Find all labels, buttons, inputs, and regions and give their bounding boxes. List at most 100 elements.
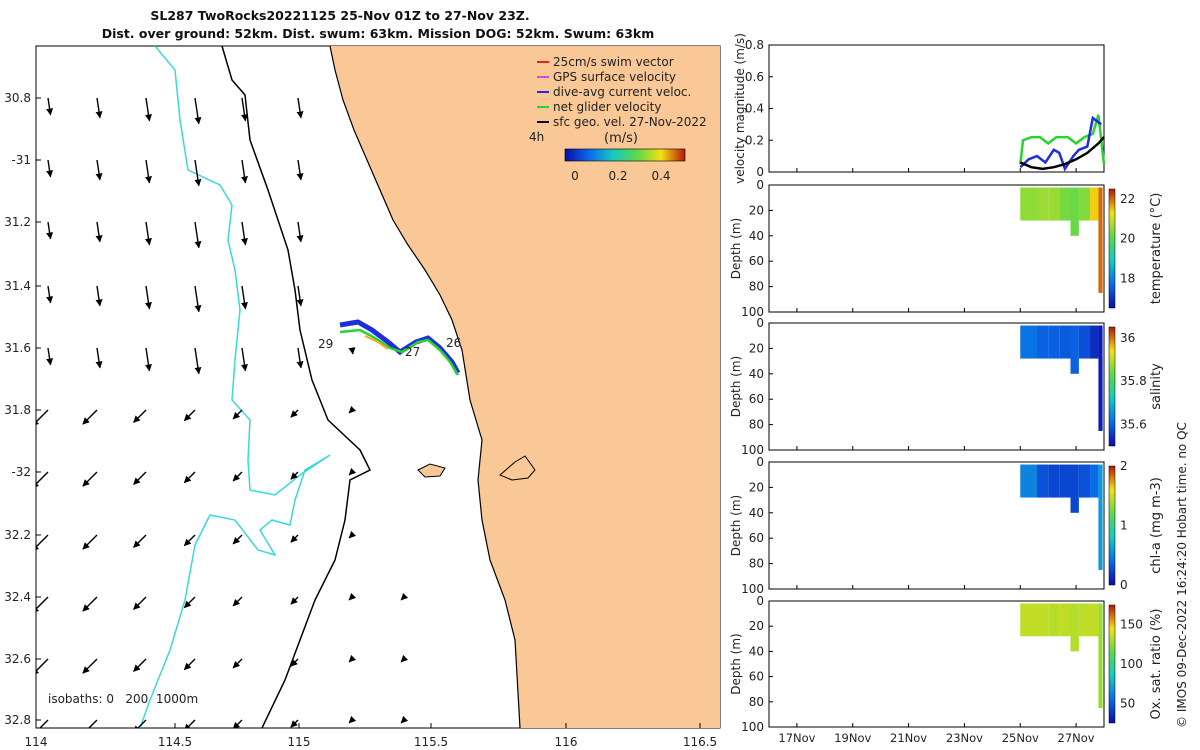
vel-y-tick-label: 0.2 bbox=[745, 133, 764, 147]
geostrophic-velocity-arrow bbox=[194, 221, 202, 249]
depth-tick-label: 40 bbox=[749, 506, 764, 520]
colorbar-tick-label: 150 bbox=[1120, 618, 1143, 632]
profile-cell bbox=[1090, 603, 1099, 637]
legend-label-swim: 25cm/s swim vector bbox=[553, 55, 674, 69]
colorbar-label: Ox. sat. ratio (%) bbox=[1149, 609, 1164, 720]
geostrophic-velocity-arrow bbox=[194, 347, 202, 375]
colorbar-label: salinity bbox=[1149, 363, 1164, 410]
vel-y-tick-label: 0 bbox=[756, 165, 764, 179]
velocity-series-1 bbox=[1019, 115, 1102, 172]
depth-tick-label: 100 bbox=[741, 443, 764, 457]
map-y-tick-label: 31.8 bbox=[4, 403, 31, 417]
depth-tick-label: 20 bbox=[749, 619, 764, 633]
profile-cell bbox=[1048, 325, 1060, 359]
geostrophic-velocity-arrow bbox=[194, 97, 202, 125]
profile-cell bbox=[1048, 464, 1060, 498]
geostrophic-velocity-arrow bbox=[133, 409, 147, 423]
geostrophic-velocity-arrow bbox=[145, 159, 152, 184]
panel-colorbar bbox=[1108, 465, 1116, 586]
profile-cell bbox=[1070, 187, 1079, 236]
geostrophic-velocity-arrow bbox=[241, 347, 248, 372]
geostrophic-velocity-arrow bbox=[46, 97, 54, 116]
geostrophic-velocity-arrow bbox=[82, 471, 98, 487]
profile-cell bbox=[1020, 187, 1037, 221]
panel-colorbar bbox=[1108, 604, 1116, 724]
coastline bbox=[329, 46, 521, 728]
geostrophic-velocity-arrow bbox=[183, 471, 196, 484]
geostrophic-velocity-arrow bbox=[95, 221, 103, 243]
profile-cell bbox=[1059, 325, 1071, 359]
panel-colorbar bbox=[1108, 188, 1116, 309]
vel-y-tick-label: 0.4 bbox=[745, 102, 764, 116]
geostrophic-velocity-arrow bbox=[145, 221, 152, 246]
depth-tick-label: 100 bbox=[741, 720, 764, 734]
depth-tick-label: 80 bbox=[749, 695, 764, 709]
geostrophic-velocity-arrow bbox=[82, 658, 98, 674]
panel-4: 0 20 40 60 80 100 Depth (m) 150 100 50 Ox. sat. ra… bbox=[729, 594, 1164, 734]
panel-1: 0 20 40 60 80 100 Depth (m) 22 20 18 temperature (… bbox=[729, 178, 1164, 319]
panel-axes bbox=[768, 44, 1105, 173]
geostrophic-velocity-arrow bbox=[241, 285, 248, 310]
profile-cell bbox=[1078, 187, 1091, 221]
geostrophic-velocity-arrow bbox=[232, 658, 243, 669]
vel-y-tick-label: 0.8 bbox=[745, 38, 764, 52]
depth-axis-label: Depth (m) bbox=[729, 633, 743, 694]
geostrophic-velocity-arrow bbox=[241, 221, 248, 246]
geostrophic-velocity-arrow bbox=[95, 97, 103, 119]
footer-credit: © IMOS 09-Dec-2022 16:24:20 Hobart time.… bbox=[1175, 422, 1189, 728]
geostrophic-velocity-arrow bbox=[183, 596, 196, 609]
date-tick-label: 17Nov bbox=[778, 731, 815, 745]
colorbar-tick-label: 35.8 bbox=[1120, 374, 1147, 388]
geostrophic-velocity-arrow bbox=[194, 159, 202, 187]
geostrophic-velocity-arrow bbox=[348, 592, 357, 601]
velocity-series-2 bbox=[1019, 136, 1105, 171]
map-y-tick-label: 31.2 bbox=[4, 215, 31, 229]
track-label-29: 29 bbox=[318, 337, 333, 351]
geostrophic-velocity-arrow bbox=[95, 285, 103, 307]
geostrophic-velocity-arrow bbox=[296, 285, 304, 307]
geostrophic-velocity-arrow bbox=[296, 159, 304, 181]
colorbar-label: temperature (°C) bbox=[1149, 193, 1164, 305]
geostrophic-velocity-arrow bbox=[133, 471, 147, 485]
profile-cell bbox=[1098, 464, 1103, 570]
colorbar-tick-2: 0.4 bbox=[651, 169, 670, 183]
isobath-1000 bbox=[139, 46, 331, 728]
geostrophic-velocity-arrow bbox=[46, 221, 54, 240]
depth-tick-label: 40 bbox=[749, 229, 764, 243]
depth-tick-label: 40 bbox=[749, 644, 764, 658]
depth-tick-label: 20 bbox=[749, 341, 764, 355]
isobath-200 bbox=[221, 46, 372, 728]
profile-cell bbox=[1098, 187, 1103, 293]
geostrophic-velocity-arrow bbox=[290, 719, 299, 728]
panel-colorbar bbox=[1108, 326, 1116, 447]
legend-label-gps: GPS surface velocity bbox=[553, 70, 676, 84]
colorbar-tick-label: 0 bbox=[1120, 578, 1128, 592]
geostrophic-velocity-arrow bbox=[82, 534, 98, 550]
profile-cell bbox=[1098, 603, 1103, 709]
profile-cell bbox=[1098, 325, 1103, 431]
title-line-2: Dist. over ground: 52km. Dist. swum: 63k… bbox=[102, 26, 655, 41]
geostrophic-velocity-arrow bbox=[82, 409, 98, 425]
legend-label-net: net glider velocity bbox=[553, 100, 661, 114]
profile-cell bbox=[1037, 325, 1049, 359]
depth-axis-label: Depth (m) bbox=[729, 356, 743, 417]
depth-axis-label: Depth (m) bbox=[729, 495, 743, 556]
geostrophic-velocity-arrow bbox=[95, 347, 103, 369]
geostrophic-velocity-arrow bbox=[348, 467, 357, 476]
vel-y-label: velocity magnitude (m/s) bbox=[733, 33, 747, 184]
legend-label-dive: dive-avg current veloc. bbox=[553, 85, 691, 99]
date-tick-label: 19Nov bbox=[834, 731, 871, 745]
legend-label-sfc: sfc geo. vel. 27-Nov-2022 bbox=[553, 115, 707, 129]
geostrophic-velocity-arrow bbox=[296, 347, 304, 369]
map-x-tick-label: 115.5 bbox=[414, 735, 448, 749]
geostrophic-velocity-arrow bbox=[232, 534, 243, 545]
geostrophic-velocity-arrow bbox=[133, 596, 147, 610]
vector-field bbox=[36, 97, 409, 728]
map-y-tick-label: 30.8 bbox=[4, 91, 31, 105]
geostrophic-velocity-arrow bbox=[46, 347, 54, 366]
depth-tick-label: 0 bbox=[756, 316, 764, 330]
velocity-series-0 bbox=[1019, 114, 1106, 165]
depth-tick-label: 0 bbox=[756, 178, 764, 192]
